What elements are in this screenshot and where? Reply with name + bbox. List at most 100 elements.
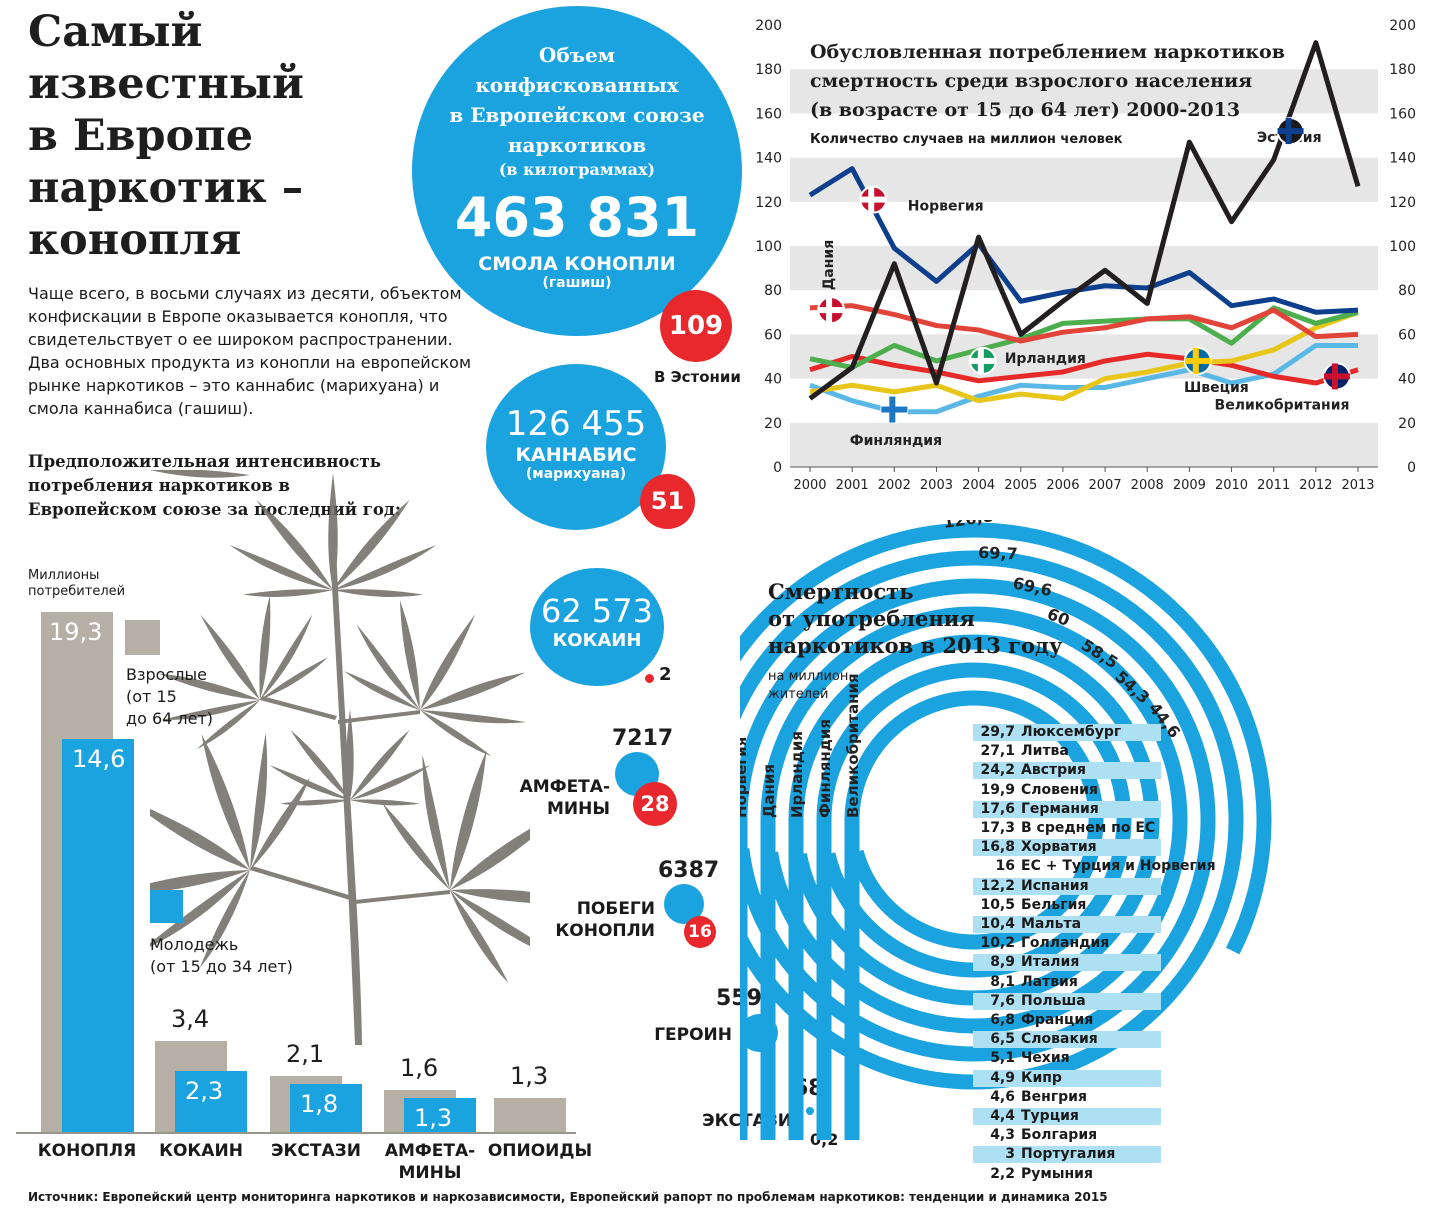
bar-young [290,1084,362,1133]
grid-band [790,69,1378,114]
y-tick-label-left: 160 [755,106,782,122]
country-row: 27,1 Литва [973,743,1161,760]
estonia-value-hashish: 109 [660,290,732,362]
usage-bar-chart: 19,3 14,6 КОНОПЛЯ 3,4 2,3 КОКАИН 2,1 1,8 ЭКСТАЗИ… [0,0,600,1200]
y-tick-label-right: 200 [1389,18,1416,34]
bar-category-label: КОНОПЛЯ [37,1141,137,1161]
death-unit: на миллион жителей [768,669,849,702]
mortality-line-chart: 0 0 20 20 40 40 60 60 80 80 100 100 120 120 140 140 160 1… [755,18,1416,493]
country-value: 6,8 [990,1012,1015,1028]
seizure-name-amphetamine: АМФЕТА- МИНЫ [519,777,610,819]
country-row: 12,2 Испания [973,877,1161,895]
y-tick-label-left: 0 [773,460,782,476]
series-label: Норвегия [908,199,984,215]
bar-adult-value: 1,6 [400,1053,439,1082]
flag-icon-stripe [1192,347,1199,374]
country-row: 5,1 Чехия [973,1050,1161,1067]
death-arc-4 [760,606,1188,1140]
seizure-name-shoots: ПОБЕГИ КОНОПЛИ [555,899,655,941]
country-name: Мальта [1021,916,1082,932]
country-name: Словакия [1021,1031,1098,1048]
country-value: 8,1 [990,973,1015,990]
y-tick-label-left: 140 [755,151,782,167]
y-tick-label-right: 80 [1398,283,1416,299]
estonia-value-shoots: 16 [684,916,716,948]
country-name: Германия [1021,800,1099,817]
series-label: Ирландия [1005,351,1086,367]
x-tick-label: 2002 [878,478,911,493]
legend-young-label: Молодежь (от 15 до 34 лет) [150,935,293,976]
country-name: Литва [1021,743,1069,760]
country-name: Румыния [1021,1165,1093,1182]
line-chart-title: Обусловленная потреблением наркотиков см… [810,41,1285,121]
country-value: 19,9 [980,781,1015,798]
death-title: Смертность от употребления наркотиков в … [768,579,1063,658]
country-value: 10,4 [980,916,1015,932]
series-line-2 [808,166,1359,315]
y-tick-label-left: 40 [764,372,782,388]
x-tick-label: 2004 [962,478,995,493]
country-row: 24,2 Австрия [973,762,1161,780]
country-name: Словения [1021,781,1098,798]
seizure-name-heroin: ГЕРОИН [654,1025,732,1045]
y-tick-label-right: 180 [1389,62,1416,78]
x-tick-label: 2009 [1173,478,1206,493]
seizure-name-cocaine: КОКАИН [552,630,642,651]
country-row: 19,9 Словения [973,782,1161,799]
seizure-value-cannabis: 126 455 [505,404,647,444]
y-tick-label-right: 160 [1389,106,1416,122]
y-tick-label-right: 100 [1389,239,1416,255]
country-row: 16 ЕС + Турция и Норвегия [973,858,1216,875]
legend-adult-label: Взрослые (от 15 до 64 лет) [126,665,214,728]
seizures-unit: (в килограммах) [498,160,656,179]
bar-adult-value: 1,3 [510,1061,549,1090]
y-tick-label-left: 60 [764,327,782,343]
y-tick-label-left: 200 [755,18,782,34]
series-label: Финляндия [850,433,942,449]
seizure-bubble-cannabis: 126 455 КАННАБИС (марихуана) [486,364,666,530]
country-row: 17,6 Германия [973,800,1161,818]
country-row: 10,2 Голландия [973,935,1161,952]
country-name: Испания [1021,877,1089,894]
y-tick-label-right: 140 [1389,151,1416,167]
country-value: 24,2 [980,762,1015,779]
country-value: 4,4 [990,1108,1015,1124]
death-country-label: Норвегия [740,737,750,818]
country-name: Турция [1021,1108,1079,1124]
estonia-value-amphetamine: 28 [633,782,677,826]
bar-young [175,1070,247,1133]
country-value: 10,5 [980,896,1015,913]
grid-band [790,157,1378,202]
x-tick-label: 2007 [1089,478,1122,493]
country-value: 2,2 [990,1165,1015,1182]
country-row: 10,5 Бельгия [973,897,1161,914]
country-name: Чехия [1021,1050,1070,1067]
intro-text: Чаще всего, в восьми случаях из десяти, … [28,284,472,418]
usage-title: Предположительная интенсивность потребле… [28,452,401,519]
x-tick-label: 2000 [793,478,826,493]
death-country-label: Финляндия [816,719,834,818]
seizure-value-hashish: 463 831 [454,186,700,249]
country-row: 29,7 Люксембург [973,724,1161,741]
legend-young-swatch [150,890,183,923]
bar-young-value: 1,3 [414,1103,453,1132]
y-tick-label-right: 20 [1398,416,1416,432]
seizure-value-amphetamine: 7217 [612,726,674,751]
y-tick-label-right: 40 [1398,372,1416,388]
country-value: 4,9 [990,1069,1015,1086]
x-tick-label: 2013 [1341,478,1374,493]
country-name: Голландия [1021,935,1110,952]
seizure-name-hashish: СМОЛА КОНОПЛИ [478,253,676,275]
bar-chart-baseline [16,1132,576,1134]
bar-young-value: 14,6 [72,744,126,773]
series-label: Швеция [1184,380,1249,396]
x-tick-label: 2011 [1257,478,1290,493]
bar-young-value: 2,3 [185,1076,224,1105]
country-value: 27,1 [980,743,1015,760]
country-value: 29,7 [980,724,1015,740]
country-row: 2,2 Румыния [973,1166,1161,1183]
country-value: 7,6 [990,992,1015,1009]
estonia-label: В Эстонии [654,368,741,386]
country-row: 17,3 В среднем по ЕС [973,820,1161,837]
country-name: Италия [1021,954,1080,971]
